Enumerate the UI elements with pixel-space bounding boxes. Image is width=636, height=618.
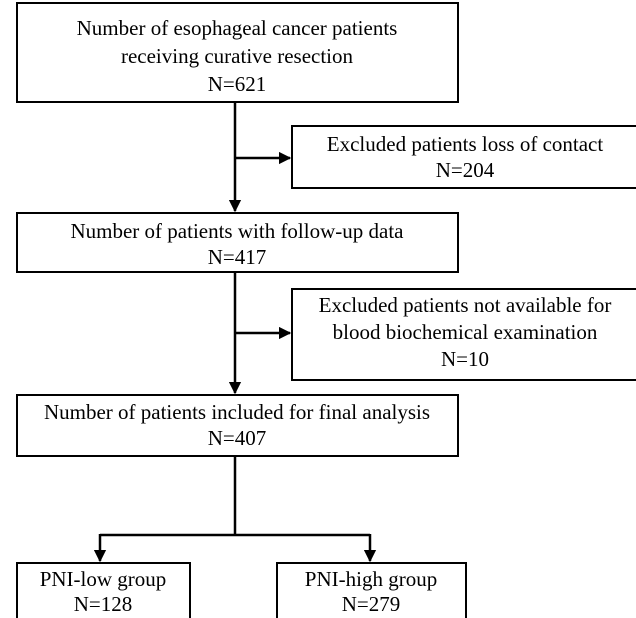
node-text: receiving curative resection [121,44,354,68]
node-box [291,125,636,189]
node-text: Excluded patients loss of contact [327,132,604,156]
node: PNI-high group N=279 [276,562,467,618]
node-text: N=279 [342,592,401,616]
node-text: Number of patients included for final an… [44,400,430,424]
node-text: N=128 [74,592,133,616]
node-box [291,288,636,381]
connectors [93,102,377,563]
node-text: N=204 [436,158,495,182]
node-text: PNI-high group [305,567,437,591]
node: Number of patients with follow-up data N… [16,212,459,273]
node-box [16,2,459,103]
node: Excluded patients not available for bloo… [291,288,636,381]
node-text: N=621 [208,72,267,96]
node-text: N=417 [208,245,267,269]
node-text: blood biochemical examination [333,320,598,344]
node-text: N=407 [208,426,267,450]
node-text: N=10 [441,347,489,371]
node: Number of esophageal cancer patients rec… [16,2,459,103]
node-text: Number of patients with follow-up data [70,219,404,243]
node: PNI-low group N=128 [16,562,191,618]
node-box [16,394,459,457]
node-text: PNI-low group [40,567,167,591]
node-box [276,562,467,618]
node: Excluded patients loss of contact N=204 [291,125,636,189]
node-box [16,212,459,273]
node-box [16,562,191,618]
node-text: Excluded patients not available for [319,293,612,317]
node-text: Number of esophageal cancer patients [77,16,398,40]
node: Number of patients included for final an… [16,394,459,457]
